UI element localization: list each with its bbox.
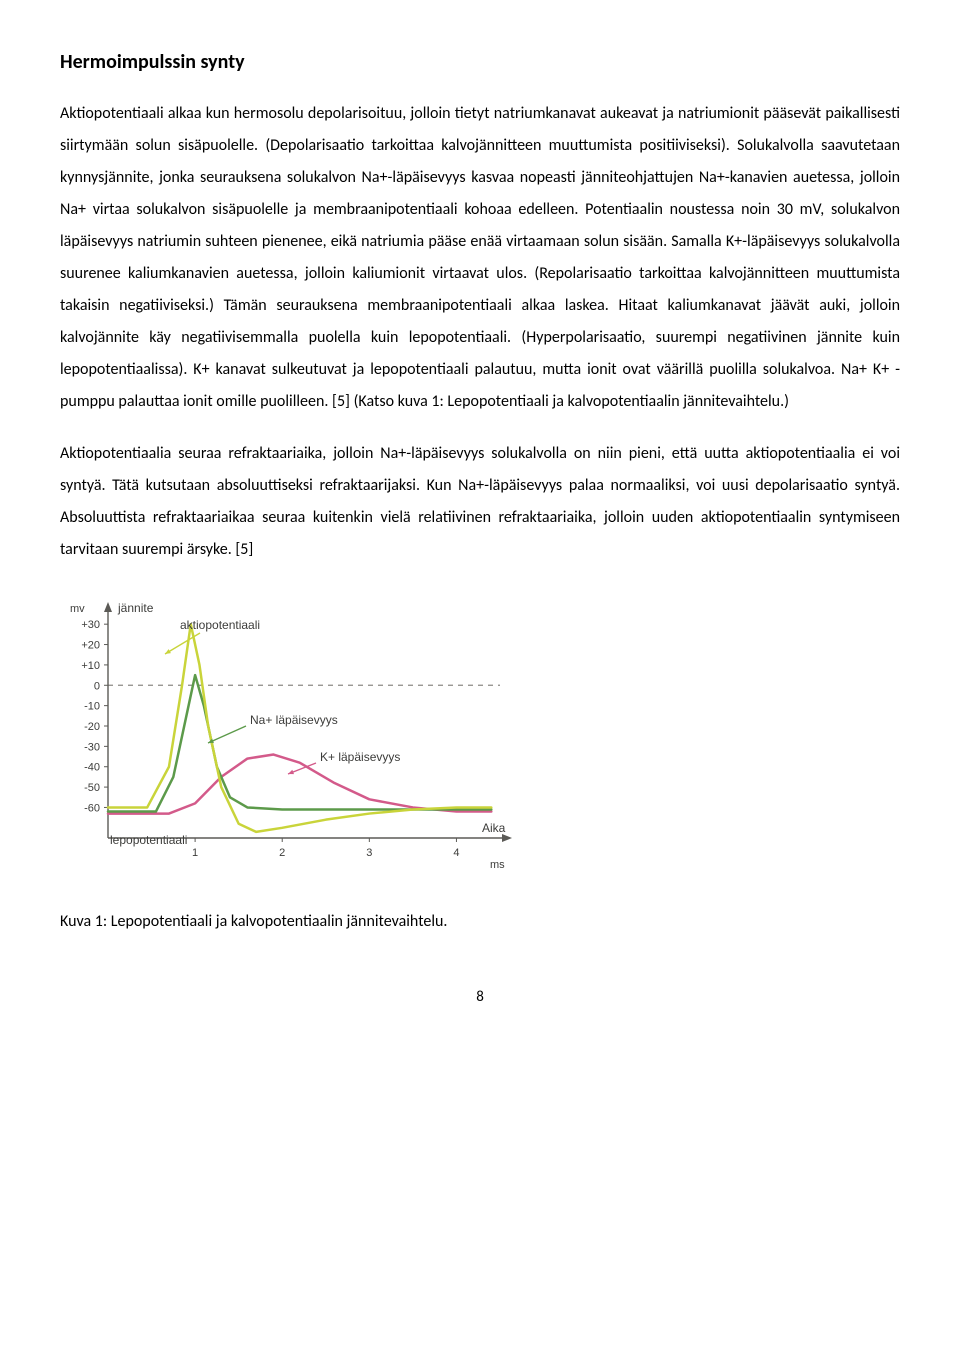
svg-text:2: 2 — [279, 847, 285, 859]
svg-text:jännite: jännite — [117, 601, 154, 615]
page-title: Hermoimpulssin synty — [60, 50, 900, 74]
svg-text:ms: ms — [490, 859, 505, 871]
svg-text:3: 3 — [366, 847, 372, 859]
svg-text:+30: +30 — [81, 619, 100, 631]
page-number: 8 — [60, 988, 900, 1006]
svg-text:4: 4 — [453, 847, 459, 859]
svg-text:+20: +20 — [81, 640, 100, 652]
chart-action-potential: +30 +20 +10 0 -10 -20 -30 -40 -50 -60 mv jännite 1 2 3… — [60, 596, 900, 876]
svg-text:+10: +10 — [81, 660, 100, 672]
paragraph-1: Aktiopotentiaali alkaa kun hermosolu dep… — [60, 98, 900, 418]
svg-text:-40: -40 — [84, 762, 100, 774]
svg-text:mv: mv — [70, 603, 85, 615]
svg-text:K+ läpäisevyys: K+ läpäisevyys — [320, 750, 400, 764]
svg-text:-60: -60 — [84, 802, 100, 814]
figure-caption: Kuva 1: Lepopotentiaali ja kalvopotentia… — [60, 906, 900, 938]
svg-text:Na+ läpäisevyys: Na+ läpäisevyys — [250, 713, 338, 727]
svg-text:lepopotentiaali: lepopotentiaali — [110, 833, 187, 847]
svg-text:Aika: Aika — [482, 821, 506, 835]
svg-text:-50: -50 — [84, 782, 100, 794]
paragraph-2: Aktiopotentiaalia seuraa refraktaariaika… — [60, 438, 900, 566]
svg-text:aktiopotentiaali: aktiopotentiaali — [180, 618, 260, 632]
svg-text:-30: -30 — [84, 741, 100, 753]
svg-text:-10: -10 — [84, 701, 100, 713]
svg-text:-20: -20 — [84, 721, 100, 733]
chart-svg: +30 +20 +10 0 -10 -20 -30 -40 -50 -60 mv jännite 1 2 3… — [60, 596, 520, 876]
svg-text:1: 1 — [192, 847, 198, 859]
svg-text:0: 0 — [94, 680, 100, 692]
